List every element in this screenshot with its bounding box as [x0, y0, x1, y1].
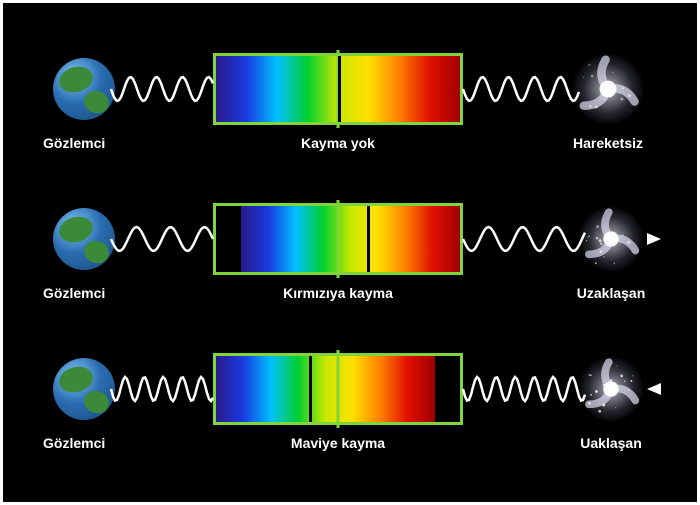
reference-tick: [337, 200, 340, 278]
wave-left: [111, 227, 213, 251]
doppler-row-1: GözlemciKırmızıya kaymaUzaklaşan: [3, 193, 697, 343]
wave-right: [463, 227, 585, 251]
absorption-line: [338, 56, 341, 122]
wave-svg: [3, 193, 700, 343]
wave-right: [463, 377, 585, 401]
absorption-line: [309, 356, 312, 422]
reference-tick: [337, 350, 340, 428]
wave-svg: [3, 343, 700, 493]
doppler-row-0: GözlemciKayma yokHareketsiz: [3, 43, 697, 193]
wave-left: [111, 377, 213, 401]
wave-left: [111, 77, 213, 101]
wave-right: [463, 77, 579, 101]
doppler-row-2: GözlemciMaviye kaymaUaklaşan: [3, 343, 697, 493]
wave-svg: [3, 43, 700, 193]
absorption-line: [367, 206, 370, 272]
